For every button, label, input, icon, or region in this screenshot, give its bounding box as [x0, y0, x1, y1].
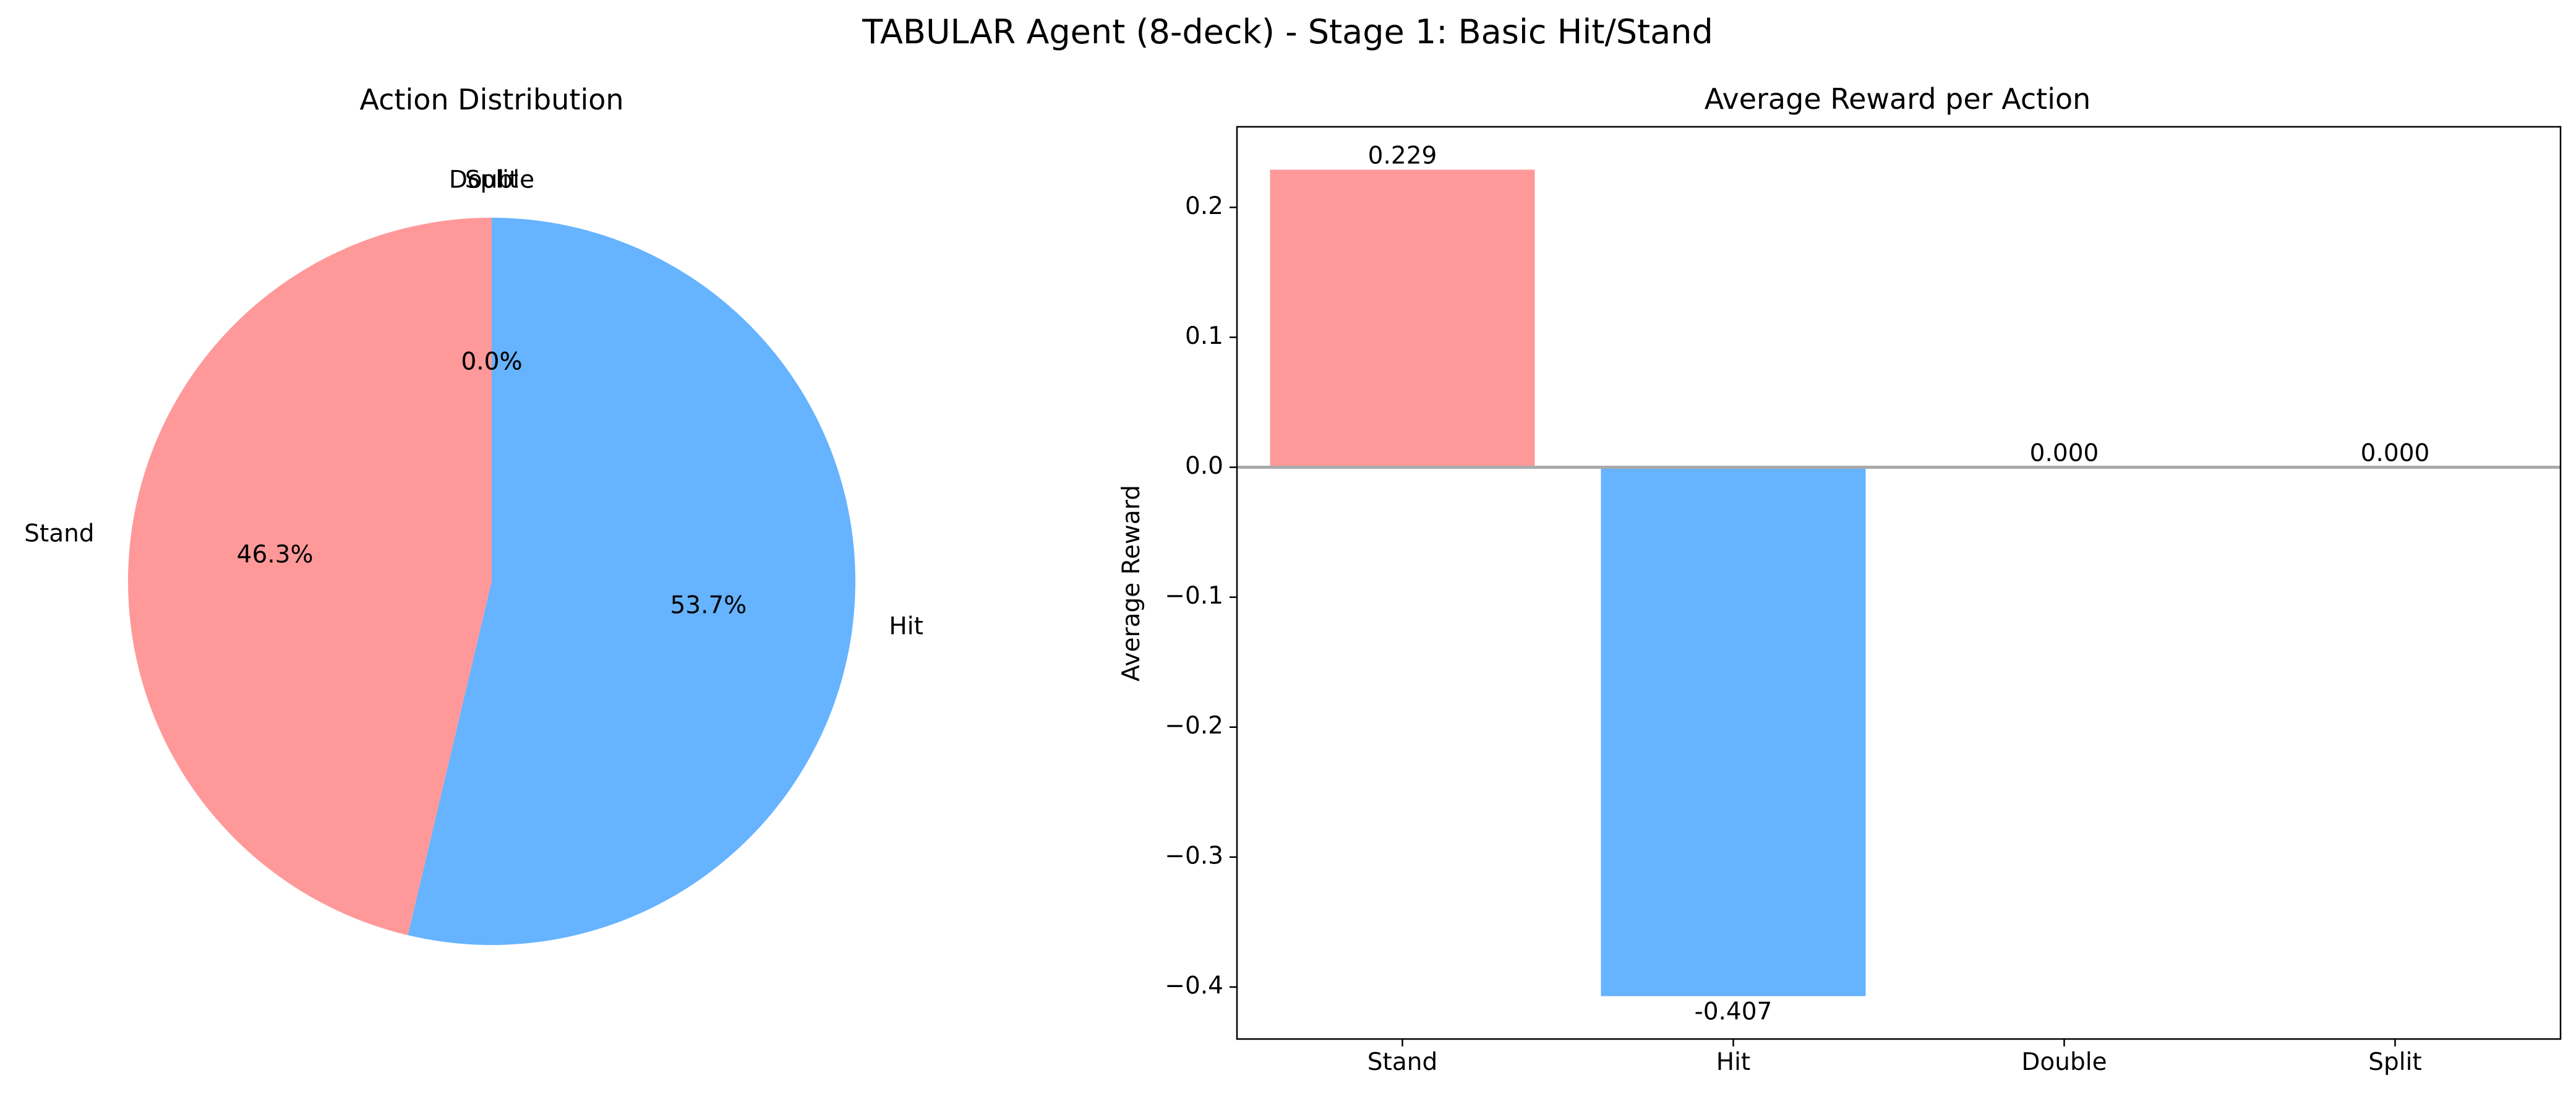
pie-chart: Action Distribution Stand 46.3% Hit 53.7% Do…	[24, 83, 923, 946]
bar-marks: 0.229 -0.407 0.000 0.000	[1237, 142, 2561, 1026]
bar-stand	[1270, 169, 1535, 468]
y-tick-label: 0.1	[1185, 322, 1223, 350]
y-tick-label: −0.4	[1165, 972, 1223, 999]
figure-title: TABULAR Agent (8-deck) - Stage 1: Basic …	[862, 12, 1713, 51]
bar-frame	[1236, 126, 2562, 1040]
x-tick-label-split: Split	[2368, 1048, 2421, 1076]
pie-title: Action Distribution	[359, 83, 623, 116]
bar-axes: −0.4 −0.3 −0.2 −0.1 0.0 0.1 0.2 Stand Hit Double S…	[1165, 192, 2421, 1076]
pie-slice-hit	[408, 218, 856, 946]
pie-label-split: Split	[465, 166, 518, 194]
bar-chart: Average Reward per Action Average Reward…	[1118, 82, 2562, 1076]
pie-pct-double: 0.0%	[461, 348, 522, 376]
pie-slices	[128, 218, 856, 946]
plot-frame	[1236, 126, 2562, 1040]
x-tick-label-stand: Stand	[1367, 1048, 1437, 1076]
bar-title: Average Reward per Action	[1705, 82, 2091, 116]
y-tick-label: −0.2	[1165, 712, 1223, 740]
y-axis-label: Average Reward	[1118, 485, 1145, 682]
bar-value-label-split: 0.000	[2361, 439, 2430, 467]
pie-label-hit: Hit	[889, 613, 923, 641]
bar-value-label-hit: -0.407	[1695, 998, 1773, 1026]
y-tick-label: 0.0	[1185, 452, 1223, 480]
x-tick-label-double: Double	[2021, 1048, 2107, 1076]
bar-value-label-double: 0.000	[2030, 439, 2099, 467]
pie-slice-stand	[128, 218, 492, 936]
bar-value-label-stand: 0.229	[1368, 142, 1437, 169]
pie-pct-split: 0.0%	[461, 348, 522, 376]
y-tick-label: 0.2	[1185, 192, 1223, 220]
pie-label-double: Double	[449, 166, 534, 194]
y-tick-label: −0.3	[1165, 842, 1223, 870]
pie-pct-hit: 53.7%	[670, 591, 747, 619]
y-tick-label: −0.1	[1165, 582, 1223, 610]
bar-hit	[1601, 467, 1866, 996]
pie-pct-stand: 46.3%	[237, 541, 314, 569]
x-tick-label-hit: Hit	[1716, 1048, 1750, 1076]
pie-label-stand: Stand	[24, 520, 94, 547]
